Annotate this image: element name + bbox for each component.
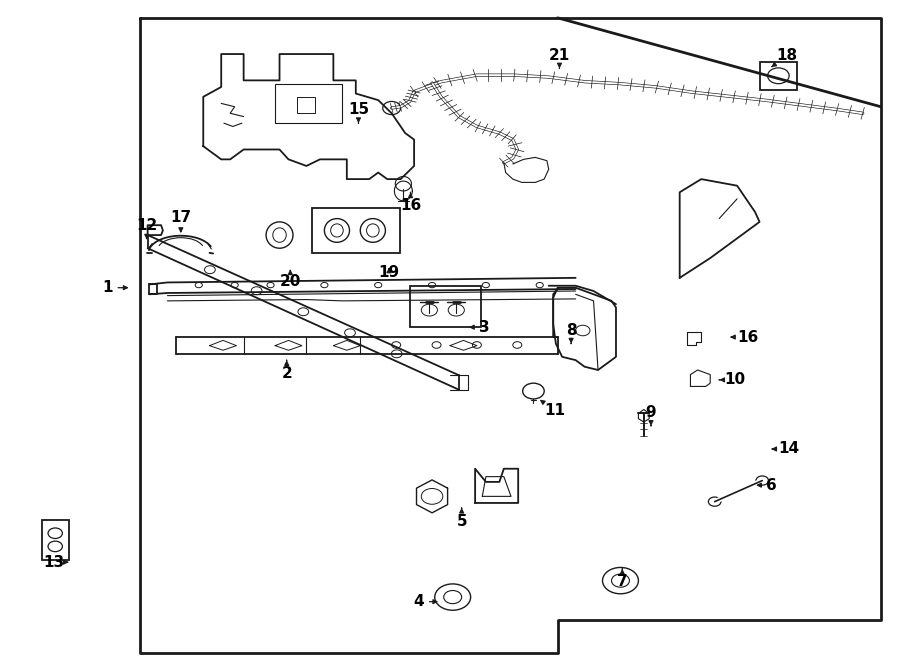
Text: 4: 4 [413, 594, 436, 609]
Text: 9: 9 [645, 405, 656, 426]
Bar [311, 208, 400, 253]
Text: 16: 16 [731, 330, 759, 344]
Bar [410, 286, 482, 327]
Text: 16: 16 [400, 192, 421, 213]
Text: 6: 6 [758, 478, 777, 492]
Text: 3: 3 [471, 320, 490, 334]
Text: 11: 11 [541, 401, 565, 418]
Text: 10: 10 [719, 372, 746, 387]
Text: 14: 14 [772, 442, 800, 457]
Text: 21: 21 [549, 48, 570, 69]
Bar [41, 520, 68, 560]
Text: 7: 7 [617, 569, 627, 590]
Bar [760, 62, 797, 90]
Text: 1: 1 [102, 280, 127, 295]
Text: 18: 18 [771, 48, 798, 67]
Text: 17: 17 [170, 210, 192, 232]
Text: 13: 13 [43, 555, 68, 570]
Text: 20: 20 [280, 270, 301, 289]
Text: 12: 12 [136, 217, 158, 239]
Text: 2: 2 [282, 360, 292, 381]
Text: 8: 8 [566, 323, 576, 344]
Bar [275, 84, 342, 123]
Text: 15: 15 [348, 102, 369, 123]
Bar [298, 97, 315, 113]
Text: 5: 5 [456, 508, 467, 529]
Text: 19: 19 [378, 265, 400, 280]
